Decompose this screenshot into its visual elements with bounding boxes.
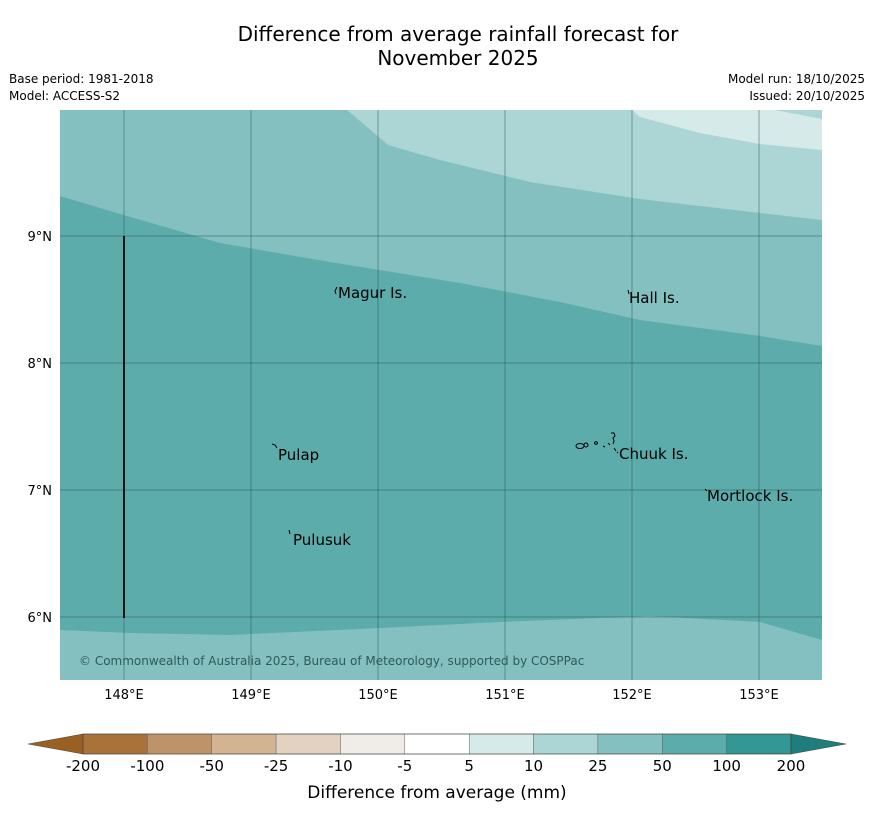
lon-label-152e: 152°E [612, 688, 652, 700]
pulusuk-island-shape [288, 529, 291, 535]
colorbar-tick-label: -100 [130, 757, 164, 775]
colorbar-label: Difference from average (mm) [307, 783, 566, 803]
colorbar-frame [82, 733, 792, 755]
place-label-chuuk: Chuuk Is. [619, 445, 688, 463]
colorbar-tick-label: -50 [199, 757, 224, 775]
colorbar-tick-label: 25 [588, 757, 607, 775]
colorbar-tick-label: -25 [264, 757, 289, 775]
colorbar-segment [597, 733, 663, 755]
colorbar-tick-label: 200 [777, 757, 806, 775]
colorbar-tick-label: -200 [66, 757, 100, 775]
island-outlines [271, 286, 708, 535]
latitude-labels: 9°N 8°N 7°N 6°N [28, 230, 53, 626]
meta-right: Model run: 18/10/2025 Issued: 20/10/2025 [728, 71, 865, 105]
title-line-2: November 2025 [377, 46, 539, 70]
copyright-notice: © Commonwealth of Australia 2025, Bureau… [79, 654, 584, 668]
colorbar-segment [662, 733, 727, 755]
lat-label-6n: 6°N [28, 611, 53, 626]
colorbar-segment [726, 733, 792, 755]
hall-island-shape [627, 289, 630, 295]
band-10-25 [347, 110, 822, 220]
model-name: Model: ACCESS-S2 [9, 89, 121, 103]
issued-date: Issued: 20/10/2025 [749, 89, 865, 103]
model-run: Model run: 18/10/2025 [727, 72, 865, 86]
lon-label-151e: 151°E [485, 688, 525, 700]
pulap-island-shape [271, 443, 278, 449]
base-period: Base period: 1981-2018 [9, 72, 154, 86]
meta-left: Base period: 1981-2018 Model: ACCESS-S2 [9, 71, 154, 105]
colorbar-segment [404, 733, 470, 755]
colorbar-segment [275, 733, 341, 755]
place-label-magur: Magur Is. [338, 284, 407, 302]
map: Magur Is. Hall Is. Pulap Chuuk Is. Mortl… [28, 110, 822, 700]
colorbar-high-extension [790, 733, 847, 755]
band-5-10 [632, 110, 822, 150]
colorbar-segment [340, 733, 406, 755]
title-line-1: Difference from average rainfall forecas… [237, 22, 679, 46]
mortlock-island-shape [704, 488, 708, 492]
colorbar-tick-label: 100 [712, 757, 741, 775]
colorbar-segment [533, 733, 599, 755]
colorbar-tick-label: 10 [524, 757, 543, 775]
colorbar-segment [211, 733, 277, 755]
lat-label-9n: 9°N [28, 230, 53, 245]
longitude-labels: 148°E 149°E 150°E 151°E 152°E 153°E [104, 688, 779, 700]
lat-label-7n: 7°N [28, 484, 53, 499]
lon-label-153e: 153°E [739, 688, 779, 700]
chuuk-lagoon-shape [575, 432, 619, 454]
colorbar-segment [82, 733, 148, 755]
lon-label-148e: 148°E [104, 688, 144, 700]
place-labels: Magur Is. Hall Is. Pulap Chuuk Is. Mortl… [278, 284, 793, 549]
place-label-pulap: Pulap [278, 446, 319, 464]
lon-label-150e: 150°E [358, 688, 398, 700]
colorbar-low-extension [27, 733, 84, 755]
colorbar-tick-label: 50 [653, 757, 672, 775]
map-title: Difference from average rainfall forecas… [0, 22, 873, 70]
map-field: Magur Is. Hall Is. Pulap Chuuk Is. Mortl… [60, 110, 822, 680]
place-label-mortlock: Mortlock Is. [707, 487, 793, 505]
colorbar-tick-labels: -200 -100 -50 -25 -10 -5 5 10 25 50 100 200 [66, 757, 805, 775]
colorbar-segment [468, 733, 534, 755]
place-label-pulusuk: Pulusuk [293, 531, 351, 549]
magur-island-shape [334, 286, 338, 295]
colorbar-tick-label: 5 [464, 757, 474, 775]
colorbar-segment [147, 733, 212, 755]
place-label-hall: Hall Is. [629, 289, 680, 307]
colorbar-segments [82, 733, 792, 755]
colorbar-tick-label: -10 [328, 757, 353, 775]
lat-label-8n: 8°N [28, 357, 53, 372]
lon-label-149e: 149°E [231, 688, 271, 700]
colorbar-tick-label: -5 [397, 757, 412, 775]
